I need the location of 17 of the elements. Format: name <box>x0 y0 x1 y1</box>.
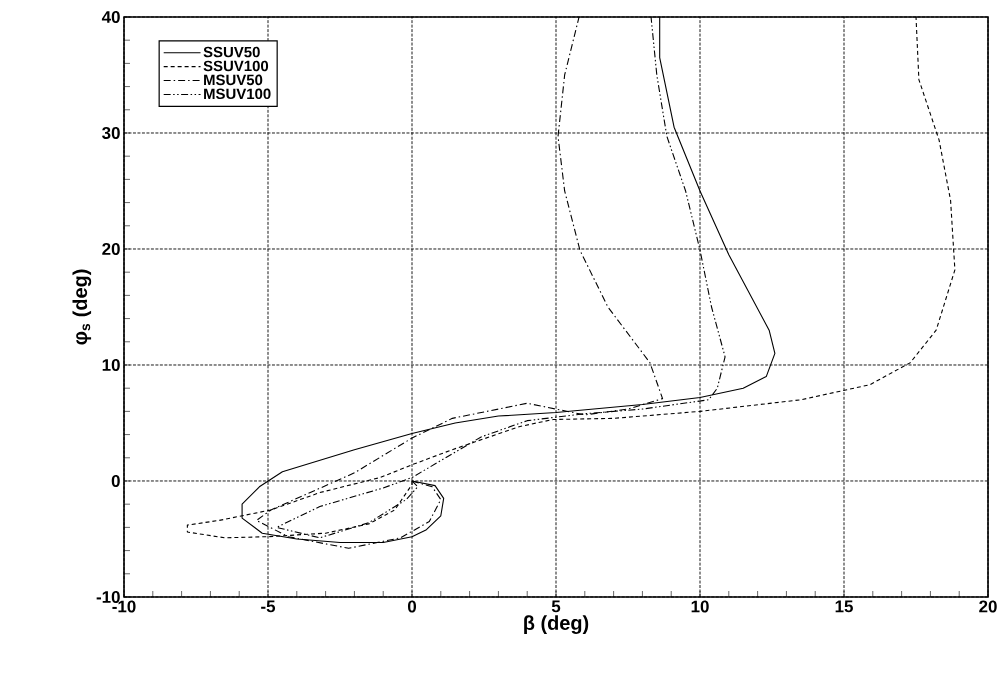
legend-label: MSUV50 <box>204 74 263 86</box>
y-tick-label: 20 <box>102 242 120 255</box>
y-tick-label: 30 <box>102 126 120 139</box>
x-tick-label: 15 <box>835 600 853 613</box>
legend-label: SSUV50 <box>203 46 260 58</box>
legend-label: MSUV100 <box>204 88 271 100</box>
y-axis-title: φ$_{s}$ (deg) <box>72 269 92 345</box>
x-tick-label: 10 <box>691 600 709 613</box>
x-tick-label: 20 <box>979 600 997 613</box>
y-tick-label: 10 <box>102 358 120 371</box>
x-tick-label: -5 <box>261 600 276 613</box>
x-axis-title: β (deg) <box>524 615 589 635</box>
y-tick-label: 0 <box>111 474 120 487</box>
x-tick-label: 0 <box>407 600 417 613</box>
x-tick-label: 5 <box>551 600 561 613</box>
y-tick-label: 40 <box>101 10 120 23</box>
legend-label: SSUV100 <box>203 60 269 72</box>
